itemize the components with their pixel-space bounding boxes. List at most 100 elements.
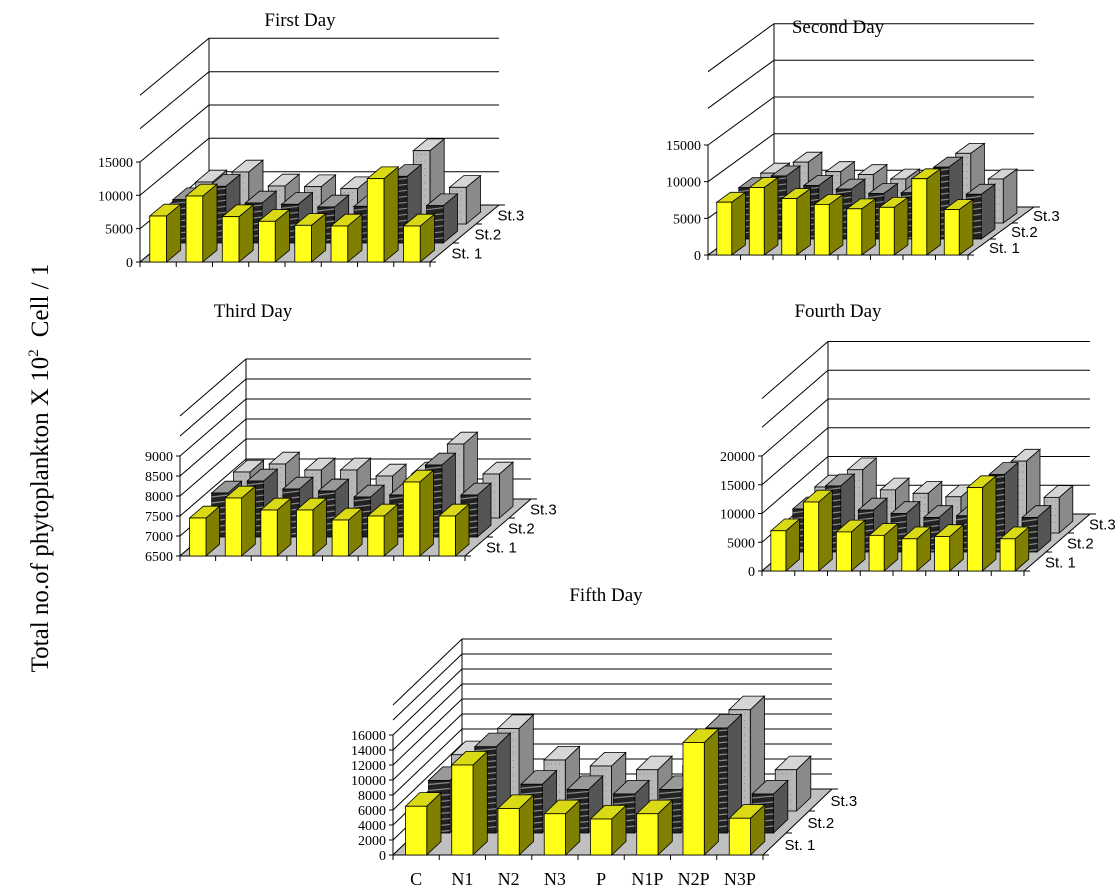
bar-front <box>221 216 240 263</box>
y-tick-label: 8000 <box>358 789 386 804</box>
bar-st1 <box>437 503 471 557</box>
y-tick-label: 7000 <box>145 530 173 545</box>
bar-front <box>846 208 863 256</box>
bar-texture <box>460 496 478 500</box>
chart-5: Fifth Day 0200040006000800010000120001400… <box>351 585 857 889</box>
y-tick-label: 4000 <box>358 819 386 834</box>
bar-texture <box>428 781 450 786</box>
y-tick-label: 8000 <box>145 490 173 505</box>
series-label: St.2 <box>475 227 502 244</box>
bar-front <box>590 818 613 856</box>
bar-texture <box>966 195 982 199</box>
gridline <box>139 104 499 163</box>
y-axis-label-unit: Cell / 1 <box>27 264 54 338</box>
bar-st1 <box>813 193 845 256</box>
bar-texture <box>659 790 682 795</box>
chart-1: First Day 0 5000 10000 15000 St. 1 St.2 St.3 <box>98 10 524 271</box>
bar-front <box>366 178 385 263</box>
bar-front <box>149 215 167 263</box>
svg-text:Total no.of phytoplankton X 10: Total no.of phytoplankton X 102 Cell / 1 <box>26 264 54 673</box>
x-tick-label: P <box>596 869 606 889</box>
bar-texture <box>868 194 884 199</box>
bar-front <box>367 515 385 557</box>
bar-st1 <box>802 489 834 572</box>
y-tick-label: 7500 <box>145 510 173 525</box>
bar-st1 <box>910 168 942 256</box>
x-tick-label: C <box>410 869 422 889</box>
x-tick-label: N2 <box>498 869 520 889</box>
bar-front <box>438 515 456 557</box>
x-tick-label: N1 <box>451 869 473 889</box>
chart-title: Fourth Day <box>794 301 882 322</box>
bar-texture <box>282 490 300 494</box>
y-tick-label: 10000 <box>351 774 386 789</box>
bar-front <box>748 187 765 256</box>
bar-front <box>451 764 474 856</box>
gridline <box>179 358 531 417</box>
bar-side <box>982 474 997 572</box>
series-label: St.3 <box>1033 208 1060 225</box>
bar-st1 <box>933 523 965 572</box>
bar-side <box>926 168 941 256</box>
chart-4: Fourth Day 0 5000 10000 15000 20000 St. 1 St.2 S… <box>720 301 1116 580</box>
bar-front <box>636 813 659 856</box>
bar-front <box>999 538 1016 572</box>
series-label: St.2 <box>1067 536 1094 553</box>
bar-front <box>934 536 951 572</box>
bar-side <box>419 469 434 557</box>
bar-texture <box>891 514 907 519</box>
bar-side <box>383 166 399 263</box>
bar-texture <box>211 494 229 498</box>
bar-texture <box>891 520 907 525</box>
x-tick-label: N2P <box>678 869 710 889</box>
series-label: St.3 <box>530 502 557 519</box>
y-tick-label: 5000 <box>105 223 133 238</box>
bar-front <box>901 538 918 572</box>
y-tick-label: 15000 <box>98 156 133 171</box>
bar-front <box>294 224 312 263</box>
y-tick-label: 14000 <box>351 744 386 759</box>
gridline <box>139 71 499 130</box>
bar-front <box>770 530 787 572</box>
chart-2: Second Day 0 5000 10000 15000 St. 1St.2St.3 <box>666 17 1060 264</box>
bar-st1 <box>543 799 581 856</box>
bar-st1 <box>868 522 899 572</box>
y-tick-label: 6500 <box>145 550 173 565</box>
bar-st1 <box>293 212 327 263</box>
bar-st2 <box>459 482 493 538</box>
bar-front <box>224 497 243 557</box>
bar-st1 <box>728 803 766 856</box>
bar-st1 <box>999 526 1030 572</box>
bar-texture <box>858 517 874 521</box>
bar-texture <box>247 482 264 486</box>
bar-front <box>543 813 566 856</box>
bar-st1 <box>331 507 364 557</box>
y-tick-label: 10000 <box>98 189 133 204</box>
bar-side <box>763 176 779 256</box>
bar-st1 <box>450 750 489 856</box>
series-label: St.2 <box>1011 224 1038 241</box>
bar-st1 <box>878 196 910 256</box>
chart-title: Third Day <box>214 301 293 322</box>
bar-st1 <box>497 793 535 856</box>
bar-st1 <box>682 727 720 856</box>
gridline <box>179 378 531 437</box>
bar-st1 <box>780 187 812 256</box>
bar-st1 <box>184 183 219 263</box>
bar-st1 <box>635 799 674 856</box>
bar-st1 <box>835 519 867 572</box>
series-label: St.3 <box>498 208 525 225</box>
bar-st1 <box>715 191 747 256</box>
chart-3: Third Day 6500 7000 7500 8000 8500 9000 St. 1 St… <box>145 301 557 565</box>
bar-texture <box>752 801 774 805</box>
series-label: St. 1 <box>452 246 483 263</box>
bar-texture <box>426 207 444 211</box>
bar-front <box>185 195 204 263</box>
x-tick-label: N3 <box>544 869 566 889</box>
bar-st1 <box>329 213 364 263</box>
bar-texture <box>752 795 774 799</box>
series-label: St.2 <box>808 815 835 832</box>
bar-front <box>331 519 349 557</box>
bar-side <box>828 193 844 256</box>
